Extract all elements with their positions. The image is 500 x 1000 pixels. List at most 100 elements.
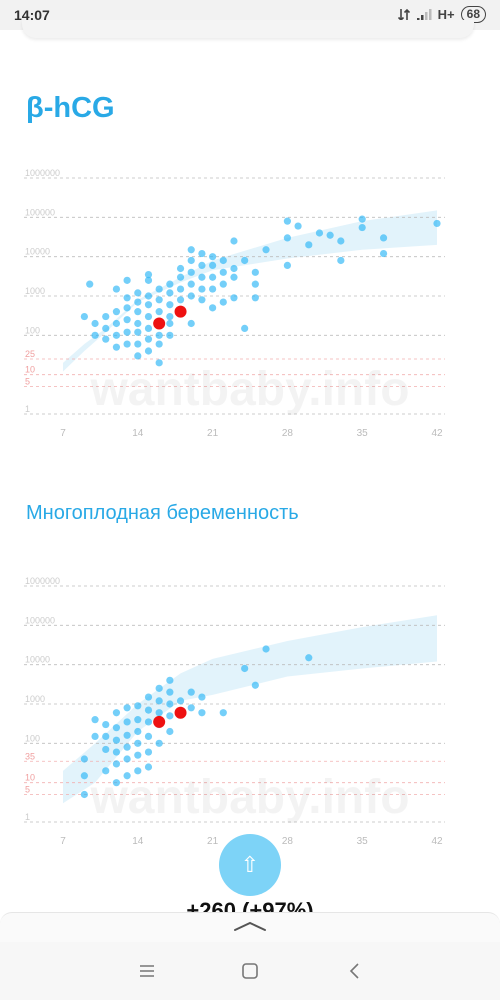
data-point — [134, 767, 142, 775]
data-point — [91, 716, 99, 724]
data-point — [176, 296, 185, 304]
data-point — [209, 253, 217, 261]
data-point — [144, 347, 153, 355]
data-point — [166, 688, 174, 696]
data-point — [112, 319, 121, 328]
data-point — [337, 256, 345, 265]
x-tick-label: 42 — [431, 836, 443, 847]
x-tick-label: 35 — [357, 836, 369, 847]
data-point — [198, 261, 206, 269]
data-point — [80, 755, 88, 763]
reference-band — [63, 210, 437, 372]
data-point — [123, 755, 131, 763]
system-nav-bar — [0, 942, 500, 1000]
highlight-point — [153, 317, 166, 330]
data-point — [144, 718, 153, 726]
data-point — [123, 718, 131, 726]
multiple-pregnancy-chart: 1 5 10 35 100 1000 10000 100000 1000000 7 14 21 28 35… — [24, 576, 445, 847]
data-point — [144, 292, 153, 300]
status-time: 14:07 — [14, 7, 50, 23]
data-point — [134, 340, 142, 348]
data-point — [283, 234, 291, 242]
data-point — [112, 724, 121, 732]
data-point — [134, 751, 142, 759]
arrow-up-icon: ⇧ — [240, 852, 260, 877]
data-point — [166, 700, 174, 708]
data-point — [123, 731, 131, 739]
data-point — [166, 301, 174, 309]
data-point — [166, 331, 174, 339]
highlight-point — [174, 706, 187, 719]
data-point — [166, 280, 174, 288]
data-point — [230, 264, 238, 273]
data-point — [134, 352, 142, 360]
data-point — [326, 231, 334, 239]
y-tick-label: 1000000 — [25, 168, 60, 178]
data-point — [155, 296, 163, 304]
menu-icon — [140, 965, 154, 977]
data-point — [123, 704, 131, 712]
data-point — [134, 727, 142, 736]
data-point — [251, 294, 259, 302]
y-tick-label: 1000000 — [25, 576, 60, 586]
data-point — [176, 264, 185, 273]
data-point — [155, 285, 163, 293]
data-point — [219, 298, 227, 306]
data-point — [134, 739, 142, 747]
data-point — [198, 249, 206, 258]
y-tick-label: 1000 — [25, 694, 45, 704]
home-button[interactable] — [235, 958, 265, 984]
data-point — [241, 664, 249, 673]
data-point — [262, 246, 270, 254]
data-point — [80, 790, 88, 799]
data-point — [230, 273, 238, 281]
x-tick-label: 14 — [132, 836, 144, 847]
data-point — [102, 767, 110, 775]
data-point — [198, 273, 206, 281]
scroll-top-button[interactable]: ⇧ — [219, 834, 281, 896]
data-point — [91, 331, 99, 339]
data-point — [134, 716, 142, 724]
data-point — [166, 676, 174, 684]
data-point — [283, 217, 291, 225]
recent-apps-button[interactable] — [132, 958, 162, 984]
data-point — [187, 268, 195, 276]
data-point — [102, 745, 110, 754]
bottom-drawer[interactable] — [0, 912, 500, 943]
data-point — [86, 280, 94, 288]
x-tick-label: 21 — [207, 428, 219, 439]
data-point — [144, 335, 153, 343]
data-point — [112, 331, 121, 339]
data-point — [209, 285, 217, 293]
data-point — [144, 732, 153, 741]
data-point — [166, 312, 174, 321]
data-point — [112, 779, 121, 787]
data-point — [209, 273, 217, 281]
data-point — [198, 285, 206, 293]
data-point — [198, 693, 206, 701]
data-point — [123, 304, 131, 312]
highlight-point — [174, 305, 187, 318]
data-point — [134, 328, 142, 336]
chevron-up-icon[interactable] — [233, 919, 267, 933]
data-point — [294, 222, 302, 230]
data-point — [102, 732, 110, 741]
data-point — [187, 704, 195, 712]
data-point — [102, 312, 110, 321]
data-point — [144, 271, 153, 279]
data-point — [134, 308, 142, 316]
data-point — [166, 727, 174, 736]
data-point — [305, 241, 313, 249]
data-point — [337, 237, 345, 245]
data-point — [198, 296, 206, 304]
data-point — [166, 319, 174, 328]
data-point — [112, 285, 121, 293]
data-point — [176, 697, 185, 705]
data-point — [80, 772, 88, 780]
network-type: H+ — [437, 7, 455, 22]
data-point — [251, 681, 259, 689]
data-point — [123, 743, 131, 751]
y-tick-label: 35 — [25, 751, 35, 761]
section-subtitle: Многоплодная беременность — [26, 502, 299, 524]
back-button[interactable] — [340, 958, 370, 984]
